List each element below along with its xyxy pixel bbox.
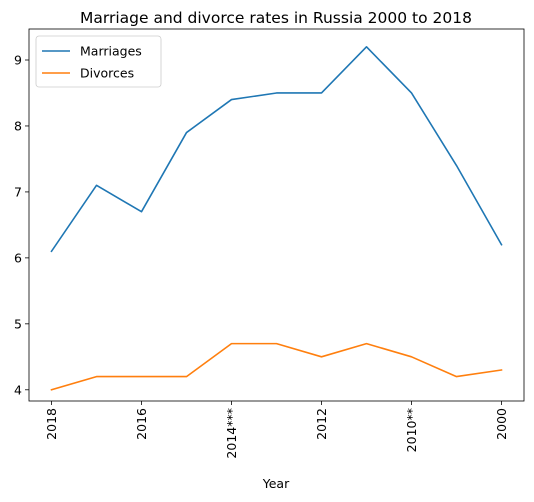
x-tick-label: 2014*** xyxy=(224,408,239,459)
series-layer xyxy=(50,46,503,391)
y-axis: 4 5 6 7 8 9 xyxy=(14,53,29,397)
y-tick-label: 4 xyxy=(14,382,22,397)
legend-label-divorces: Divorces xyxy=(80,66,134,81)
x-axis: 2018 2016 2014*** 2012 2010** 2000 xyxy=(44,401,509,459)
legend: Marriages Divorces xyxy=(35,35,162,88)
chart-title: Marriage and divorce rates in Russia 200… xyxy=(80,9,472,27)
x-tick-label: 2016 xyxy=(134,408,149,440)
legend-box xyxy=(35,35,162,88)
y-tick-label: 7 xyxy=(14,184,22,199)
series-line-divorces xyxy=(50,342,503,391)
x-tick-label: 2012 xyxy=(314,408,329,440)
x-axis-label: Year xyxy=(262,476,290,491)
y-tick-label: 6 xyxy=(14,250,22,265)
x-tick-label: 2018 xyxy=(44,408,59,440)
y-tick-label: 9 xyxy=(14,53,22,68)
legend-label-marriages: Marriages xyxy=(80,44,142,59)
plot-frame xyxy=(28,28,525,402)
series-line-marriages xyxy=(50,46,503,253)
x-tick-label: 2000 xyxy=(494,408,509,440)
y-tick-label: 5 xyxy=(14,316,22,331)
x-tick-label: 2010** xyxy=(404,408,419,452)
y-tick-label: 8 xyxy=(14,118,22,133)
